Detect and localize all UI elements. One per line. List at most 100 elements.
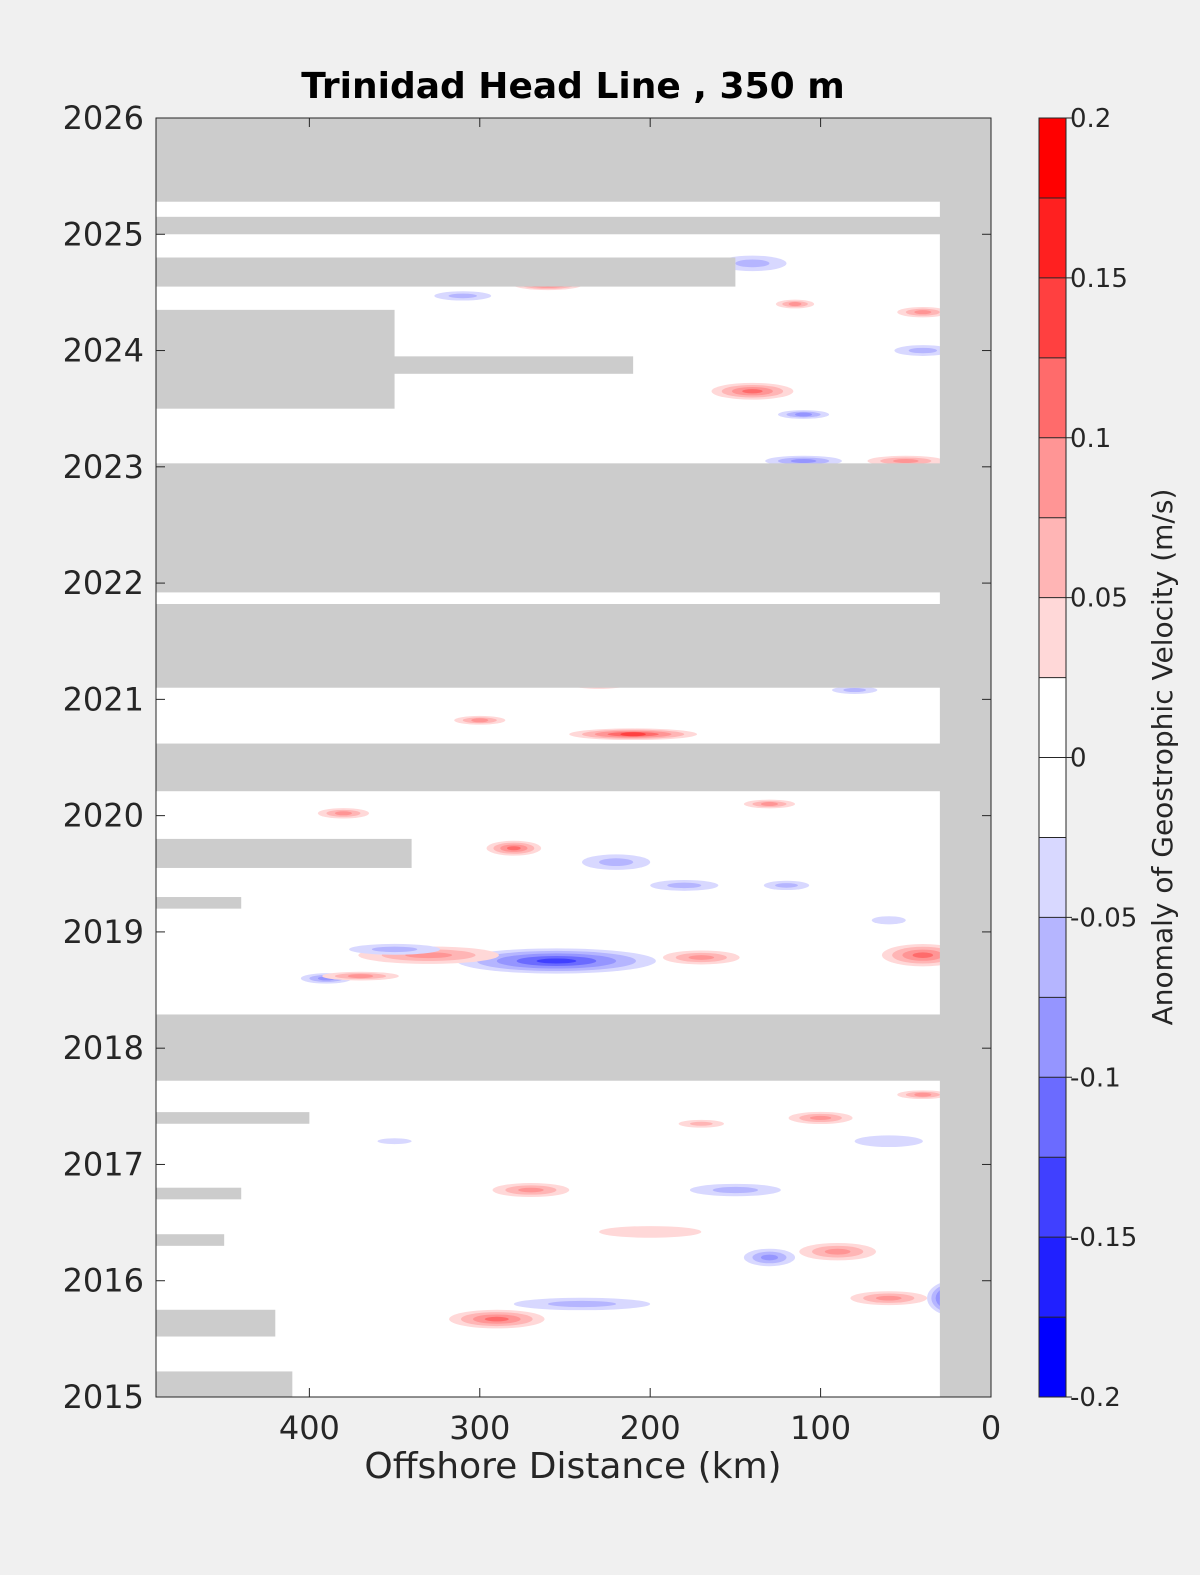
missing-data-band [156, 1371, 293, 1397]
colorbar-swatch [1039, 837, 1066, 918]
chart-title: Trinidad Head Line , 350 m [301, 66, 844, 107]
anomaly-contour [377, 1138, 412, 1145]
anomaly-feature [449, 1309, 545, 1329]
anomaly-contour [871, 916, 906, 925]
colorbar-swatch [1039, 197, 1066, 278]
anomaly-contour [809, 1115, 832, 1120]
missing-data-band [156, 118, 991, 202]
missing-data-band [156, 838, 412, 868]
colorbar-tick-label: -0.1 [1070, 1063, 1121, 1093]
anomaly-contour [843, 688, 867, 693]
x-tick-label: 0 [981, 1409, 1001, 1447]
anomaly-feature [599, 1226, 702, 1238]
anomaly-contour [689, 1121, 713, 1126]
anomaly-contour [667, 882, 702, 889]
y-tick-label: 2017 [63, 1145, 144, 1183]
colorbar-swatch [1039, 597, 1066, 678]
anomaly-contour [875, 1295, 902, 1301]
colorbar-swatch [1039, 1077, 1066, 1158]
x-tick-label: 400 [279, 1409, 340, 1447]
anomaly-contour [448, 293, 477, 299]
missing-data-band [156, 1112, 310, 1124]
anomaly-feature [718, 255, 787, 272]
colorbar-swatch [1039, 997, 1066, 1078]
colorbar-label: Anomaly of Geostrophic Velocity (m/s) [1146, 489, 1179, 1026]
plot-frame [155, 117, 992, 1398]
anomaly-feature [711, 382, 794, 400]
anomaly-contour [507, 846, 521, 851]
anomaly-feature [662, 950, 740, 965]
anomaly-contour [547, 1300, 617, 1308]
anomaly-feature [486, 840, 542, 856]
anomaly-feature [317, 808, 370, 819]
anomaly-feature [897, 1090, 949, 1100]
anomaly-feature [349, 943, 441, 955]
anomaly-feature [831, 686, 878, 694]
colorbar-swatch [1039, 1157, 1066, 1238]
anomaly-contour [599, 858, 634, 867]
anomaly-feature [775, 299, 815, 309]
y-tick-label: 2024 [63, 332, 144, 370]
y-tick-label: 2025 [63, 215, 144, 253]
y-tick-label: 2021 [63, 680, 144, 718]
anomaly-feature [854, 1135, 923, 1148]
colorbar-swatch [1039, 357, 1066, 438]
anomaly-contour [742, 389, 763, 394]
anomaly-contour [334, 811, 352, 816]
anomaly-contour [371, 946, 418, 953]
colorbar-ticks: -0.2 -0.15 -0.1 -0.05 0 0.05 0.1 0.15 0.2 [1039, 104, 1137, 1413]
anomaly-feature [743, 1248, 796, 1267]
anomaly-feature [689, 1183, 781, 1197]
anomaly-feature [763, 880, 810, 891]
anomaly-contour [536, 958, 577, 964]
colorbar-swatch [1039, 517, 1066, 598]
anomaly-contour [893, 459, 919, 464]
colorbar-swatches [1039, 118, 1066, 1397]
missing-data-band [156, 216, 991, 235]
anomaly-contour [347, 974, 374, 979]
missing-data-band [156, 257, 736, 287]
missing-data-layer [156, 118, 991, 1397]
anomaly-feature [322, 971, 399, 981]
missing-data-band [156, 1234, 225, 1246]
x-axis: 400 300 200 100 0 [279, 118, 1001, 1447]
colorbar-swatch [1039, 1237, 1066, 1318]
anomaly-contour [620, 732, 646, 737]
colorbar-swatch [1039, 1317, 1066, 1397]
anomaly-contour [688, 955, 715, 960]
colorbar-tick-label: -0.15 [1070, 1223, 1137, 1253]
missing-data-band [156, 1187, 242, 1200]
anomaly-contour [914, 310, 932, 315]
anomaly-feature [457, 948, 656, 974]
anomaly-contour [795, 412, 813, 417]
y-tick-label: 2019 [63, 913, 144, 951]
y-tick-label: 2026 [63, 99, 144, 137]
y-tick-label: 2015 [63, 1378, 144, 1416]
missing-data-band [939, 118, 991, 1397]
colorbar-tick-label: -0.2 [1070, 1383, 1121, 1413]
anomaly-feature [513, 1297, 651, 1311]
colorbar-swatch [1039, 118, 1066, 198]
colorbar-swatch [1039, 757, 1066, 838]
anomaly-feature [492, 1183, 570, 1198]
colorbar-tick-label: -0.05 [1070, 903, 1137, 933]
x-axis-label: Offshore Distance (km) [364, 1446, 781, 1487]
anomaly-feature [894, 345, 952, 356]
colorbar-tick-label: 0.2 [1070, 104, 1111, 134]
colorbar-tick-label: 0 [1070, 744, 1087, 774]
anomaly-feature [897, 306, 949, 318]
y-tick-label: 2022 [63, 564, 144, 602]
colorbar: -0.2 -0.15 -0.1 -0.05 0 0.05 0.1 0.15 0.2 Anomal… [1038, 104, 1179, 1413]
anomaly-feature [871, 916, 906, 925]
missing-data-band [156, 1014, 991, 1081]
anomaly-feature [569, 728, 698, 741]
x-tick-label: 200 [620, 1409, 681, 1447]
x-tick-label: 100 [790, 1409, 851, 1447]
anomaly-feature [743, 799, 796, 809]
colorbar-tick-label: 0.1 [1070, 424, 1111, 454]
missing-data-band [156, 463, 991, 593]
y-tick-label: 2023 [63, 448, 144, 486]
y-axis: 2015 2016 2017 2018 2019 2020 2021 2022 2023 2024… [63, 99, 991, 1416]
anomaly-contour [735, 259, 770, 268]
